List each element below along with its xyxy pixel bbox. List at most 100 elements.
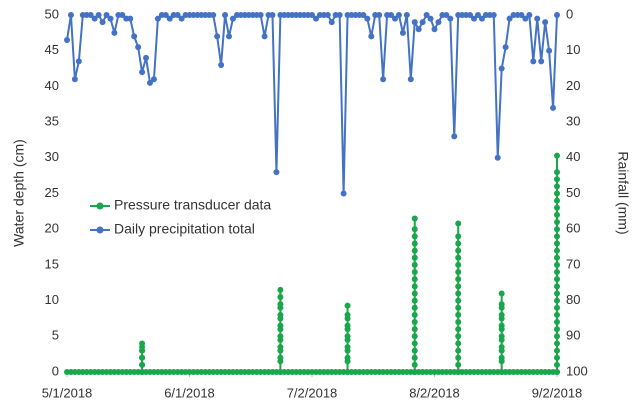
y2-tick-label: 80 bbox=[566, 292, 580, 307]
data-point bbox=[498, 333, 505, 340]
data-point bbox=[340, 190, 347, 197]
data-point bbox=[554, 233, 560, 240]
data-point bbox=[530, 58, 537, 65]
data-point bbox=[498, 322, 505, 329]
data-point bbox=[554, 276, 560, 283]
data-point bbox=[455, 276, 462, 283]
data-point bbox=[178, 15, 185, 22]
data-point bbox=[502, 44, 509, 51]
data-point bbox=[162, 12, 169, 18]
data-point bbox=[554, 254, 560, 261]
data-point bbox=[554, 269, 560, 276]
data-point bbox=[364, 15, 371, 22]
data-point bbox=[455, 361, 462, 368]
y2-tick-label: 30 bbox=[566, 114, 580, 129]
data-point bbox=[273, 169, 280, 176]
data-point bbox=[344, 302, 351, 309]
data-point bbox=[119, 12, 126, 18]
data-point bbox=[277, 333, 284, 340]
data-point bbox=[229, 15, 236, 22]
data-point bbox=[71, 76, 78, 83]
y2-tick-label: 100 bbox=[566, 363, 588, 378]
data-point bbox=[344, 333, 351, 340]
data-point bbox=[277, 301, 284, 308]
data-point bbox=[455, 261, 462, 268]
data-point bbox=[455, 311, 462, 318]
data-point bbox=[411, 326, 418, 333]
data-point bbox=[455, 347, 462, 354]
data-point bbox=[451, 133, 458, 140]
data-point bbox=[411, 361, 418, 368]
data-point bbox=[455, 333, 462, 340]
data-point bbox=[455, 233, 462, 240]
y-tick-label: 35 bbox=[45, 114, 59, 129]
data-point bbox=[344, 322, 351, 329]
data-point bbox=[494, 154, 501, 161]
y2-tick-label: 0 bbox=[566, 6, 573, 21]
data-point bbox=[471, 15, 478, 22]
data-point bbox=[554, 152, 560, 159]
y-tick-label: 30 bbox=[45, 149, 59, 164]
data-point bbox=[554, 190, 560, 197]
data-point bbox=[542, 19, 549, 26]
data-point bbox=[277, 322, 284, 329]
data-point bbox=[455, 254, 462, 261]
data-point bbox=[143, 54, 150, 61]
data-point bbox=[423, 12, 430, 18]
y2-tick-label: 10 bbox=[566, 42, 580, 57]
data-point bbox=[546, 47, 553, 54]
data-point bbox=[214, 33, 221, 40]
data-point bbox=[411, 254, 418, 261]
data-point bbox=[277, 344, 284, 351]
data-point bbox=[277, 294, 284, 301]
data-point bbox=[550, 104, 557, 111]
data-point bbox=[261, 33, 268, 40]
data-point bbox=[411, 319, 418, 326]
y-tick-label: 5 bbox=[52, 328, 59, 343]
data-point bbox=[107, 15, 114, 22]
legend-label: Pressure transducer data bbox=[114, 197, 271, 213]
data-point bbox=[127, 15, 134, 22]
data-point bbox=[554, 369, 560, 375]
y2-tick-label: 70 bbox=[566, 256, 580, 271]
y2-tick-label: 40 bbox=[566, 149, 580, 164]
data-point bbox=[103, 12, 110, 18]
data-point bbox=[455, 290, 462, 297]
data-point bbox=[411, 290, 418, 297]
y-tick-label: 50 bbox=[45, 6, 59, 21]
data-point bbox=[95, 12, 102, 18]
data-point bbox=[526, 12, 533, 18]
data-point bbox=[257, 12, 264, 18]
data-point bbox=[554, 333, 560, 340]
data-point bbox=[75, 58, 82, 65]
data-point bbox=[455, 240, 462, 247]
data-point bbox=[554, 226, 560, 233]
data-point bbox=[538, 58, 545, 65]
data-point bbox=[174, 12, 181, 18]
data-point bbox=[554, 176, 560, 183]
data-point bbox=[269, 12, 276, 18]
data-point bbox=[554, 183, 560, 190]
data-point bbox=[522, 15, 529, 22]
data-point bbox=[399, 29, 406, 36]
y-tick-label: 20 bbox=[45, 221, 59, 236]
data-point bbox=[222, 12, 229, 18]
y-tick-label: 10 bbox=[45, 292, 59, 307]
data-point bbox=[391, 15, 398, 22]
data-point bbox=[554, 247, 560, 254]
data-point bbox=[435, 19, 442, 26]
data-point bbox=[312, 15, 319, 22]
data-point bbox=[467, 12, 474, 18]
data-point bbox=[336, 12, 343, 18]
data-point bbox=[554, 211, 560, 218]
data-point bbox=[411, 283, 418, 290]
y2-tick-label: 20 bbox=[566, 78, 580, 93]
data-point bbox=[554, 297, 560, 304]
data-point bbox=[411, 276, 418, 283]
data-point bbox=[411, 19, 418, 26]
data-point bbox=[411, 233, 418, 240]
data-point bbox=[554, 204, 560, 211]
data-point bbox=[455, 340, 462, 347]
data-point bbox=[498, 65, 505, 72]
data-point bbox=[455, 326, 462, 333]
